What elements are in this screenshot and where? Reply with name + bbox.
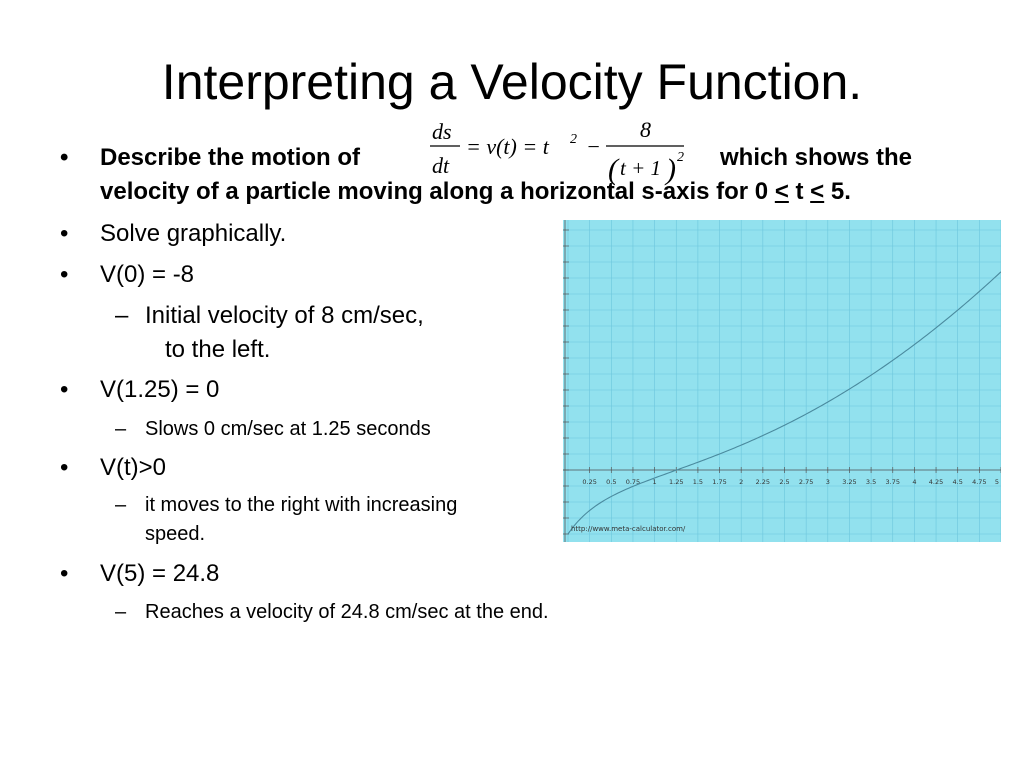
bullet-v5: • V(5) = 24.8 [60,559,220,589]
sub-bullet-speed: speed. [145,523,206,545]
sub-bullet-to-the-left: to the left. [165,336,271,363]
graph-svg: 0.25 0.5 0.75 1 1.25 1.5 1.75 2 2.25 2.5 2.75 3 3.25… [563,220,1001,542]
x-tick-label: 1 [653,478,657,486]
bullet-text: V(1.25) = 0 [100,376,220,403]
sub-bullet-text: Reaches a velocity of 24.8 cm/sec at the… [145,601,549,623]
velocity-curve [567,271,1001,535]
x-tick-label: 3.75 [886,478,900,486]
graph-background [563,220,1001,542]
bullet-text: V(t)>0 [100,454,167,481]
graph-tick-labels: 0.25 0.5 0.75 1 1.25 1.5 1.75 2 2.25 2.5 2.75 3 3.25… [582,478,999,486]
dash-marker: – [115,494,127,516]
x-tick-label: 3.25 [842,478,856,486]
sub-bullet-slows: – Slows 0 cm/sec at 1.25 seconds [115,416,431,442]
bullet-describe-start: Describe the motion of [100,144,361,171]
formula-denominator: t + 1 [620,156,661,180]
x-tick-label: 3.5 [866,478,876,486]
formula-numerator: 8 [640,117,651,142]
variable-t: t [788,178,811,205]
sub-bullet-text: it moves to the right with increasing [145,494,458,516]
bullet-text: V(5) = 24.8 [100,560,220,587]
less-than-sign: < [774,178,789,205]
formula-paren-close: ) [664,153,676,186]
formula-exponent: 2 [570,132,577,147]
x-tick-label: 2 [739,478,743,486]
sub-bullet-text: Initial velocity of 8 cm/sec, [145,302,424,329]
formula-minus: − [586,134,601,159]
bullet-text: Solve graphically. [100,220,287,247]
x-tick-label: 4.5 [953,478,963,486]
x-tick-label: 2.5 [779,478,789,486]
bullet-marker: • [60,144,69,171]
bullet-v0: • V(0) = -8 [60,260,195,290]
sub-bullet-moves-right: – it moves to the right with increasing [115,492,458,518]
formula-svg: ds dt = v(t) = t 2 − 8 ( t + 1 ) 2 [430,117,684,186]
velocity-graph: 0.25 0.5 0.75 1 1.25 1.5 1.75 2 2.25 2.5 2.75 3 3.25… [563,220,1001,542]
sub-bullet-reaches: – Reaches a velocity of 24.8 cm/sec at t… [115,599,549,625]
x-tick-label: 5 [995,478,999,486]
sub-bullet-initial-velocity: – Initial velocity of 8 cm/sec, [115,300,424,332]
x-tick-label: 4.25 [929,478,943,486]
bullet-describe-line2: velocity of a particle moving along a ho… [100,177,851,207]
x-tick-label: 2.25 [756,478,770,486]
bullet-solve-graphically: • Solve graphically. [60,219,287,249]
formula-exponent-2: 2 [677,150,684,165]
bullet-marker: • [60,261,69,288]
formula-ds: ds [432,119,452,144]
x-tick-label: 0.75 [626,478,640,486]
x-tick-label: 1.5 [693,478,703,486]
bullet-marker: • [60,376,69,403]
x-tick-label: 0.25 [582,478,596,486]
x-tick-label: 1.25 [669,478,683,486]
x-tick-label: 1.75 [712,478,726,486]
sub-bullet-text: Slows 0 cm/sec at 1.25 seconds [145,418,431,440]
formula-rhs: = v(t) = t [466,134,550,159]
bullet-marker: • [60,454,69,481]
bullet-describe-line2-start: velocity of a particle moving along a ho… [100,178,775,205]
slide-title: Interpreting a Velocity Function. [161,54,863,110]
formula-paren-open: ( [608,153,620,186]
x-tick-label: 4 [912,478,916,486]
x-tick-label: 2.75 [799,478,813,486]
less-than-sign: < [810,178,825,205]
bullet-describe-end: which shows the [720,144,913,171]
bullet-marker: • [60,560,69,587]
x-tick-label: 0.5 [606,478,616,486]
velocity-formula: ds dt = v(t) = t 2 − 8 ( t + 1 ) 2 [428,113,718,191]
bullet-describe-motion: • Describe the motion of [60,143,361,173]
bullet-vt-positive: • V(t)>0 [60,453,167,483]
upper-bound: 5. [824,178,851,205]
bullet-v125: • V(1.25) = 0 [60,375,220,405]
x-tick-label: 4.75 [972,478,986,486]
dash-marker: – [115,418,127,440]
x-tick-label: 3 [826,478,830,486]
bullet-marker: • [60,220,69,247]
bullet-text: V(0) = -8 [100,261,195,288]
graph-axes [563,220,1001,542]
graph-credit: http://www.meta-calculator.com/ [571,525,686,533]
formula-dt: dt [432,153,450,178]
dash-marker: – [115,302,129,329]
dash-marker: – [115,601,127,623]
